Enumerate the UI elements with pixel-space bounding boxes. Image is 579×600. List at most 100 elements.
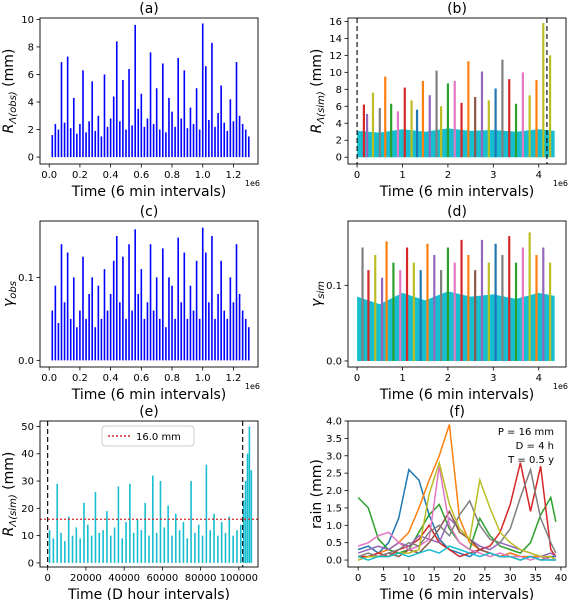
bar — [137, 294, 140, 361]
axes-frame — [39, 17, 259, 165]
bar — [119, 121, 121, 158]
bar — [177, 237, 179, 361]
y-tick-label: 0.1 — [18, 273, 34, 284]
axes-frame — [347, 420, 567, 568]
bar — [248, 426, 251, 563]
bar — [112, 260, 115, 361]
bar — [171, 111, 173, 158]
panel-title: (d) — [447, 204, 467, 220]
x-tick-label: 1 — [399, 373, 405, 384]
y-tick-label: 6 — [28, 70, 34, 81]
bar — [140, 530, 143, 563]
bar — [60, 62, 63, 158]
bar — [109, 294, 112, 361]
bar — [90, 535, 93, 563]
bar — [186, 128, 189, 158]
bar — [125, 521, 127, 563]
bar — [209, 530, 211, 563]
bar — [224, 532, 227, 563]
bar — [75, 527, 78, 563]
bar — [167, 505, 169, 563]
bar — [146, 118, 149, 158]
bar — [232, 302, 235, 361]
annotation: T = 0.5 y — [507, 455, 554, 466]
y-tick-label: 0.0 — [18, 356, 34, 367]
series-line — [357, 466, 556, 561]
bar — [232, 121, 235, 158]
legend-box — [101, 425, 195, 447]
plot-area-c — [51, 227, 250, 361]
bar — [217, 113, 219, 158]
bar — [144, 502, 146, 563]
panel-title: (b) — [447, 1, 467, 17]
x-tick-label: 1 — [399, 170, 405, 181]
y-axis-label: RΛ(sim) (mm) — [309, 49, 327, 134]
x-tick-label: 25 — [479, 573, 492, 584]
axes-frame — [39, 420, 259, 568]
bar — [174, 513, 177, 563]
bar — [51, 135, 54, 158]
bar — [63, 122, 66, 158]
bar — [63, 302, 66, 361]
bar — [174, 126, 176, 158]
bar — [132, 532, 135, 563]
y-tick-label: 1.0 — [326, 521, 342, 532]
y-tick-label: 2.5 — [326, 469, 342, 480]
x-tick-label: 1.0 — [195, 373, 211, 384]
bar — [239, 524, 242, 563]
y-tick-label: 14 — [329, 34, 342, 45]
bar — [171, 535, 173, 563]
y-tick-label: 8 — [28, 42, 34, 53]
bar — [186, 538, 189, 563]
bar — [238, 115, 241, 158]
bar — [121, 538, 124, 563]
bar — [117, 486, 120, 563]
bar — [195, 260, 198, 361]
bar — [115, 41, 118, 158]
legend: 16.0 mm — [101, 425, 195, 447]
bar — [241, 310, 244, 361]
bar — [208, 119, 210, 158]
bar — [192, 124, 195, 158]
bar — [214, 126, 216, 158]
panel-d: 0 1 2 3 4 0.0 0.1 (d) Time (6 min intervals) γsim… — [309, 204, 568, 403]
bar — [247, 327, 250, 361]
bar — [112, 96, 115, 158]
x-tick-label: 5 — [380, 573, 386, 584]
bar — [149, 244, 152, 361]
panel-a: 0.0 0.2 0.4 0.6 0.8 1.0 1.2 0 2 4 6 8 10 (a) Time (6 m… — [1, 1, 260, 200]
bar — [158, 318, 161, 361]
bar — [183, 252, 186, 361]
bar — [146, 302, 149, 361]
bar — [57, 129, 60, 158]
bar — [211, 235, 213, 361]
bar — [82, 256, 84, 361]
x-tick-label: 3 — [490, 373, 496, 384]
x-tick-label: 60000 — [146, 573, 178, 584]
x-tick-label: 0.6 — [133, 373, 149, 384]
axes-frame — [347, 17, 567, 165]
bar — [143, 318, 146, 361]
bar — [106, 310, 109, 361]
bar — [88, 121, 90, 158]
bar — [128, 244, 130, 361]
x-axis-label: Time (6 min intervals) — [379, 587, 535, 600]
bar — [220, 85, 222, 158]
x-offset-label: 1e6 — [553, 382, 568, 391]
y-tick-label: 2 — [28, 125, 34, 136]
bar — [128, 68, 130, 158]
x-tick-label: 4 — [536, 170, 542, 181]
bar — [51, 310, 54, 361]
bar — [97, 285, 100, 361]
y-tick-label: 8 — [336, 85, 342, 96]
bar — [122, 256, 124, 361]
y-tick-label: 30 — [21, 477, 34, 488]
bar — [79, 310, 81, 361]
x-axis-label: Time (6 min intervals) — [71, 387, 227, 403]
x-tick-label: 3 — [490, 170, 496, 181]
bar — [148, 535, 150, 563]
bar — [220, 521, 223, 563]
y-tick-label: 12 — [329, 51, 342, 62]
bar — [244, 481, 247, 563]
